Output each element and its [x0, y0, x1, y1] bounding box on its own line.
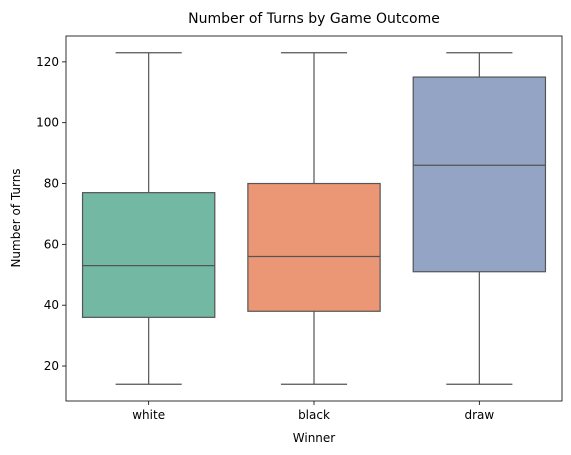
box-draw: [412, 76, 547, 273]
y-tick-label: 60: [44, 237, 59, 251]
x-axis: white black draw: [132, 401, 494, 422]
y-tick-label: 20: [44, 359, 59, 373]
chart-title: Number of Turns by Game Outcome: [188, 11, 440, 27]
y-tick-label: 120: [36, 55, 59, 69]
plot-area: [81, 52, 547, 385]
box-white: [81, 192, 216, 318]
y-tick-label: 80: [44, 177, 59, 191]
x-tick-label: black: [298, 408, 330, 422]
x-tick-label: white: [132, 408, 165, 422]
y-axis: 20 40 60 80 100 120: [36, 55, 66, 373]
y-tick-label: 40: [44, 298, 59, 312]
y-axis-label: Number of Turns: [9, 168, 23, 267]
x-tick-label: draw: [464, 408, 494, 422]
x-axis-label: Winner: [293, 431, 336, 445]
box-black: [247, 182, 381, 312]
plot-frame: [65, 35, 563, 402]
y-tick-label: 100: [36, 116, 59, 130]
